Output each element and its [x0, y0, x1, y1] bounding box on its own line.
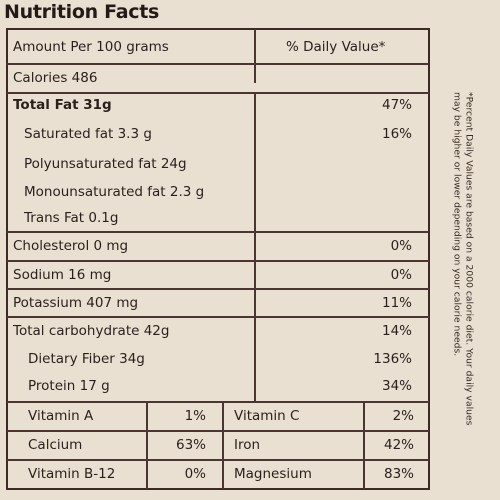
divider: [7, 63, 429, 65]
row-label-trans-fat: Trans Fat 0.1g: [24, 210, 119, 226]
vitamin-value: 63%: [175, 437, 206, 453]
daily-value-header: % Daily Value*: [286, 39, 386, 55]
row-value-cholesterol: 0%: [390, 238, 412, 254]
vitamin-value: 42%: [383, 437, 414, 453]
divider: [7, 92, 429, 94]
row-label-sodium: Sodium 16 mg: [13, 267, 112, 283]
row-label-monounsaturated-fat: Monounsaturated fat 2.3 g: [24, 184, 205, 200]
divider: [7, 459, 429, 461]
divider: [7, 401, 429, 403]
row-label-potassium: Potassium 407 mg: [13, 295, 139, 311]
row-label-saturated-fat: Saturated fat 3.3 g: [24, 126, 152, 142]
row-label-total-fat: Total Fat 31g: [13, 97, 112, 113]
vitamin-name: Vitamin C: [234, 408, 300, 424]
row-value-potassium: 11%: [381, 295, 412, 311]
vitamin-value: 1%: [184, 408, 206, 424]
row-value-total-carbohydrate: 14%: [381, 323, 412, 339]
divider: [7, 288, 429, 290]
vitamin-name: Vitamin A: [28, 408, 94, 424]
column-divider: [363, 401, 365, 489]
divider: [7, 316, 429, 318]
vitamin-name: Iron: [234, 437, 261, 453]
vitamin-value: 83%: [383, 466, 414, 482]
row-label-cholesterol: Cholesterol 0 mg: [13, 238, 129, 254]
amount-per-label: Amount Per 100 grams: [13, 39, 169, 55]
row-value-dietary-fiber: 136%: [373, 351, 412, 367]
divider: [7, 231, 429, 233]
divider: [7, 260, 429, 262]
vitamin-name: Vitamin B-12: [28, 466, 116, 482]
row-value-protein: 34%: [381, 378, 412, 394]
vitamin-name: Magnesium: [234, 466, 312, 482]
row-value-sodium: 0%: [390, 267, 412, 283]
calories: Calories 486: [13, 70, 98, 86]
row-label-polyunsaturated-fat: Polyunsaturated fat 24g: [24, 156, 187, 172]
divider: [7, 430, 429, 432]
footnote: *Percent Daily Values are based on a 200…: [452, 92, 475, 426]
column-divider: [254, 29, 256, 83]
column-divider: [254, 92, 256, 402]
column-divider: [222, 401, 224, 489]
vitamin-value: 2%: [392, 408, 414, 424]
row-label-dietary-fiber: Dietary Fiber 34g: [28, 351, 145, 367]
vitamin-name: Calcium: [28, 437, 83, 453]
row-label-total-carbohydrate: Total carbohydrate 42g: [13, 323, 170, 339]
page-title: Nutrition Facts: [4, 1, 160, 23]
nutrition-table: [6, 28, 430, 490]
vitamin-value: 0%: [184, 466, 206, 482]
row-value-saturated-fat: 16%: [381, 126, 412, 142]
row-label-protein: Protein 17 g: [28, 378, 110, 394]
row-value-total-fat: 47%: [381, 97, 412, 113]
column-divider: [146, 401, 148, 489]
